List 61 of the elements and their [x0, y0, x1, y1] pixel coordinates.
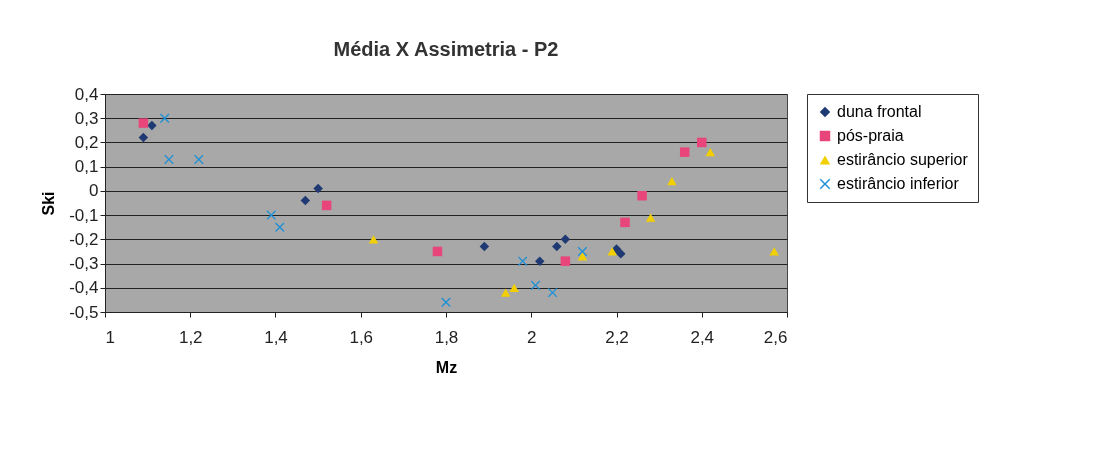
x-axis-title: Mz — [435, 358, 458, 376]
x-tick-label: 1 — [105, 327, 115, 347]
point — [147, 120, 157, 131]
chart-title: Média X Assimetria - P2 — [333, 38, 559, 60]
x-tick-label: 2 — [527, 327, 537, 347]
point — [645, 213, 656, 222]
legend-label: duna frontal — [837, 103, 922, 120]
point — [535, 256, 545, 266]
point — [530, 280, 541, 291]
point — [552, 241, 562, 252]
point — [607, 247, 617, 256]
y-tick-label: -0,3 — [69, 254, 99, 274]
x-tick-label: 2,4 — [690, 327, 715, 347]
point — [547, 287, 558, 298]
x-tick-label: 2,2 — [605, 327, 629, 347]
point — [138, 132, 149, 143]
x-tick-label: 1,6 — [349, 327, 374, 347]
point — [432, 246, 443, 257]
x-tick-label: 1,2 — [178, 327, 203, 347]
y-tick-label: 0,2 — [74, 132, 99, 152]
y-tick-label: -0,2 — [69, 229, 99, 249]
point — [517, 256, 528, 266]
point — [667, 177, 677, 186]
point — [509, 283, 519, 292]
point — [679, 147, 690, 157]
point — [616, 249, 626, 259]
point — [300, 195, 311, 206]
point — [577, 252, 588, 261]
point — [368, 235, 379, 244]
point — [138, 118, 149, 128]
point — [479, 241, 490, 252]
point — [164, 154, 174, 165]
y-tick-label: -0,1 — [69, 205, 99, 225]
point — [620, 217, 630, 228]
point — [313, 183, 323, 194]
point — [321, 200, 332, 211]
y-tick-label: 0,1 — [74, 157, 99, 177]
point — [637, 190, 647, 201]
point — [560, 234, 571, 245]
y-tick-label: 0,4 — [74, 84, 99, 104]
point — [441, 297, 451, 308]
y-tick-label: -0,5 — [69, 302, 99, 322]
x-tick-label: 2,6 — [763, 327, 788, 347]
y-tick-label: -0,4 — [69, 278, 99, 298]
y-tick-label: 0 — [89, 181, 99, 201]
point — [266, 210, 276, 220]
point — [560, 256, 571, 266]
point — [194, 154, 204, 165]
point — [159, 113, 170, 123]
legend-label: estirâncio inferior — [837, 175, 960, 192]
point — [705, 148, 716, 157]
point — [611, 244, 622, 254]
point — [500, 288, 511, 297]
point — [697, 137, 707, 148]
point — [769, 247, 779, 256]
y-axis-title: Ski — [40, 191, 58, 216]
x-tick-label: 1,8 — [434, 327, 459, 347]
legend-label: pós-praia — [837, 127, 904, 144]
legend-label: estirâncio superior — [837, 151, 969, 168]
x-tick-label: 1,4 — [264, 327, 288, 347]
y-tick-label: 0,3 — [74, 108, 99, 128]
